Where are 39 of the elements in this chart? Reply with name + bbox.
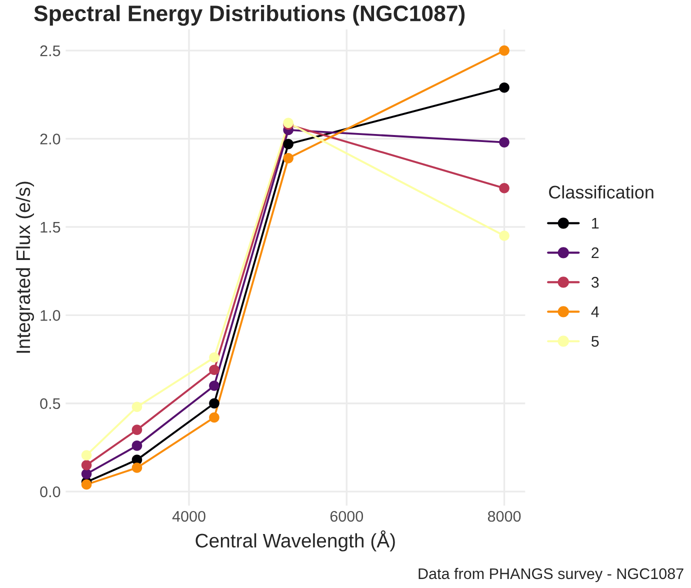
legend-label: 3 — [591, 276, 599, 288]
y-tick-label: 1.0 — [40, 310, 60, 321]
y-axis-title: Integrated Flux (e/s) — [16, 182, 34, 353]
x-axis-title: Central Wavelength (Å) — [196, 530, 395, 552]
y-tick-label: 2.5 — [40, 45, 60, 56]
point — [132, 424, 142, 435]
point — [499, 183, 510, 194]
point — [209, 352, 220, 363]
point — [81, 450, 92, 460]
point — [81, 460, 92, 470]
legend-title: Classification — [549, 185, 654, 199]
legend-label: 1 — [592, 218, 599, 229]
text: Data from PHANGS survey - NGC1087 — [418, 568, 684, 582]
point — [499, 230, 510, 241]
point — [81, 479, 92, 490]
point — [499, 82, 510, 93]
chart-title: Spectral Energy Distributions (NGC1087) — [34, 4, 465, 26]
y-tick-label: 1.5 — [40, 222, 60, 233]
point — [132, 402, 142, 412]
legend-label: 5 — [591, 336, 599, 347]
x-tick-label: 6000 — [330, 510, 364, 522]
point — [209, 412, 220, 423]
x-tick-label: 4000 — [172, 510, 206, 522]
legend-label: 4 — [591, 306, 599, 318]
y-tick-label: 0.0 — [40, 486, 60, 498]
point — [209, 364, 220, 375]
point — [132, 440, 142, 451]
legend-label: 2 — [592, 247, 599, 258]
point — [283, 153, 294, 164]
x-tick-label: 8000 — [488, 510, 521, 522]
point — [499, 137, 510, 148]
y-tick-label: 2.0 — [40, 134, 60, 144]
point — [499, 45, 510, 56]
point — [209, 398, 220, 409]
y-tick-label: 0.5 — [40, 398, 60, 410]
point — [209, 380, 220, 391]
point — [283, 138, 294, 150]
point — [132, 462, 142, 473]
point — [81, 468, 92, 480]
